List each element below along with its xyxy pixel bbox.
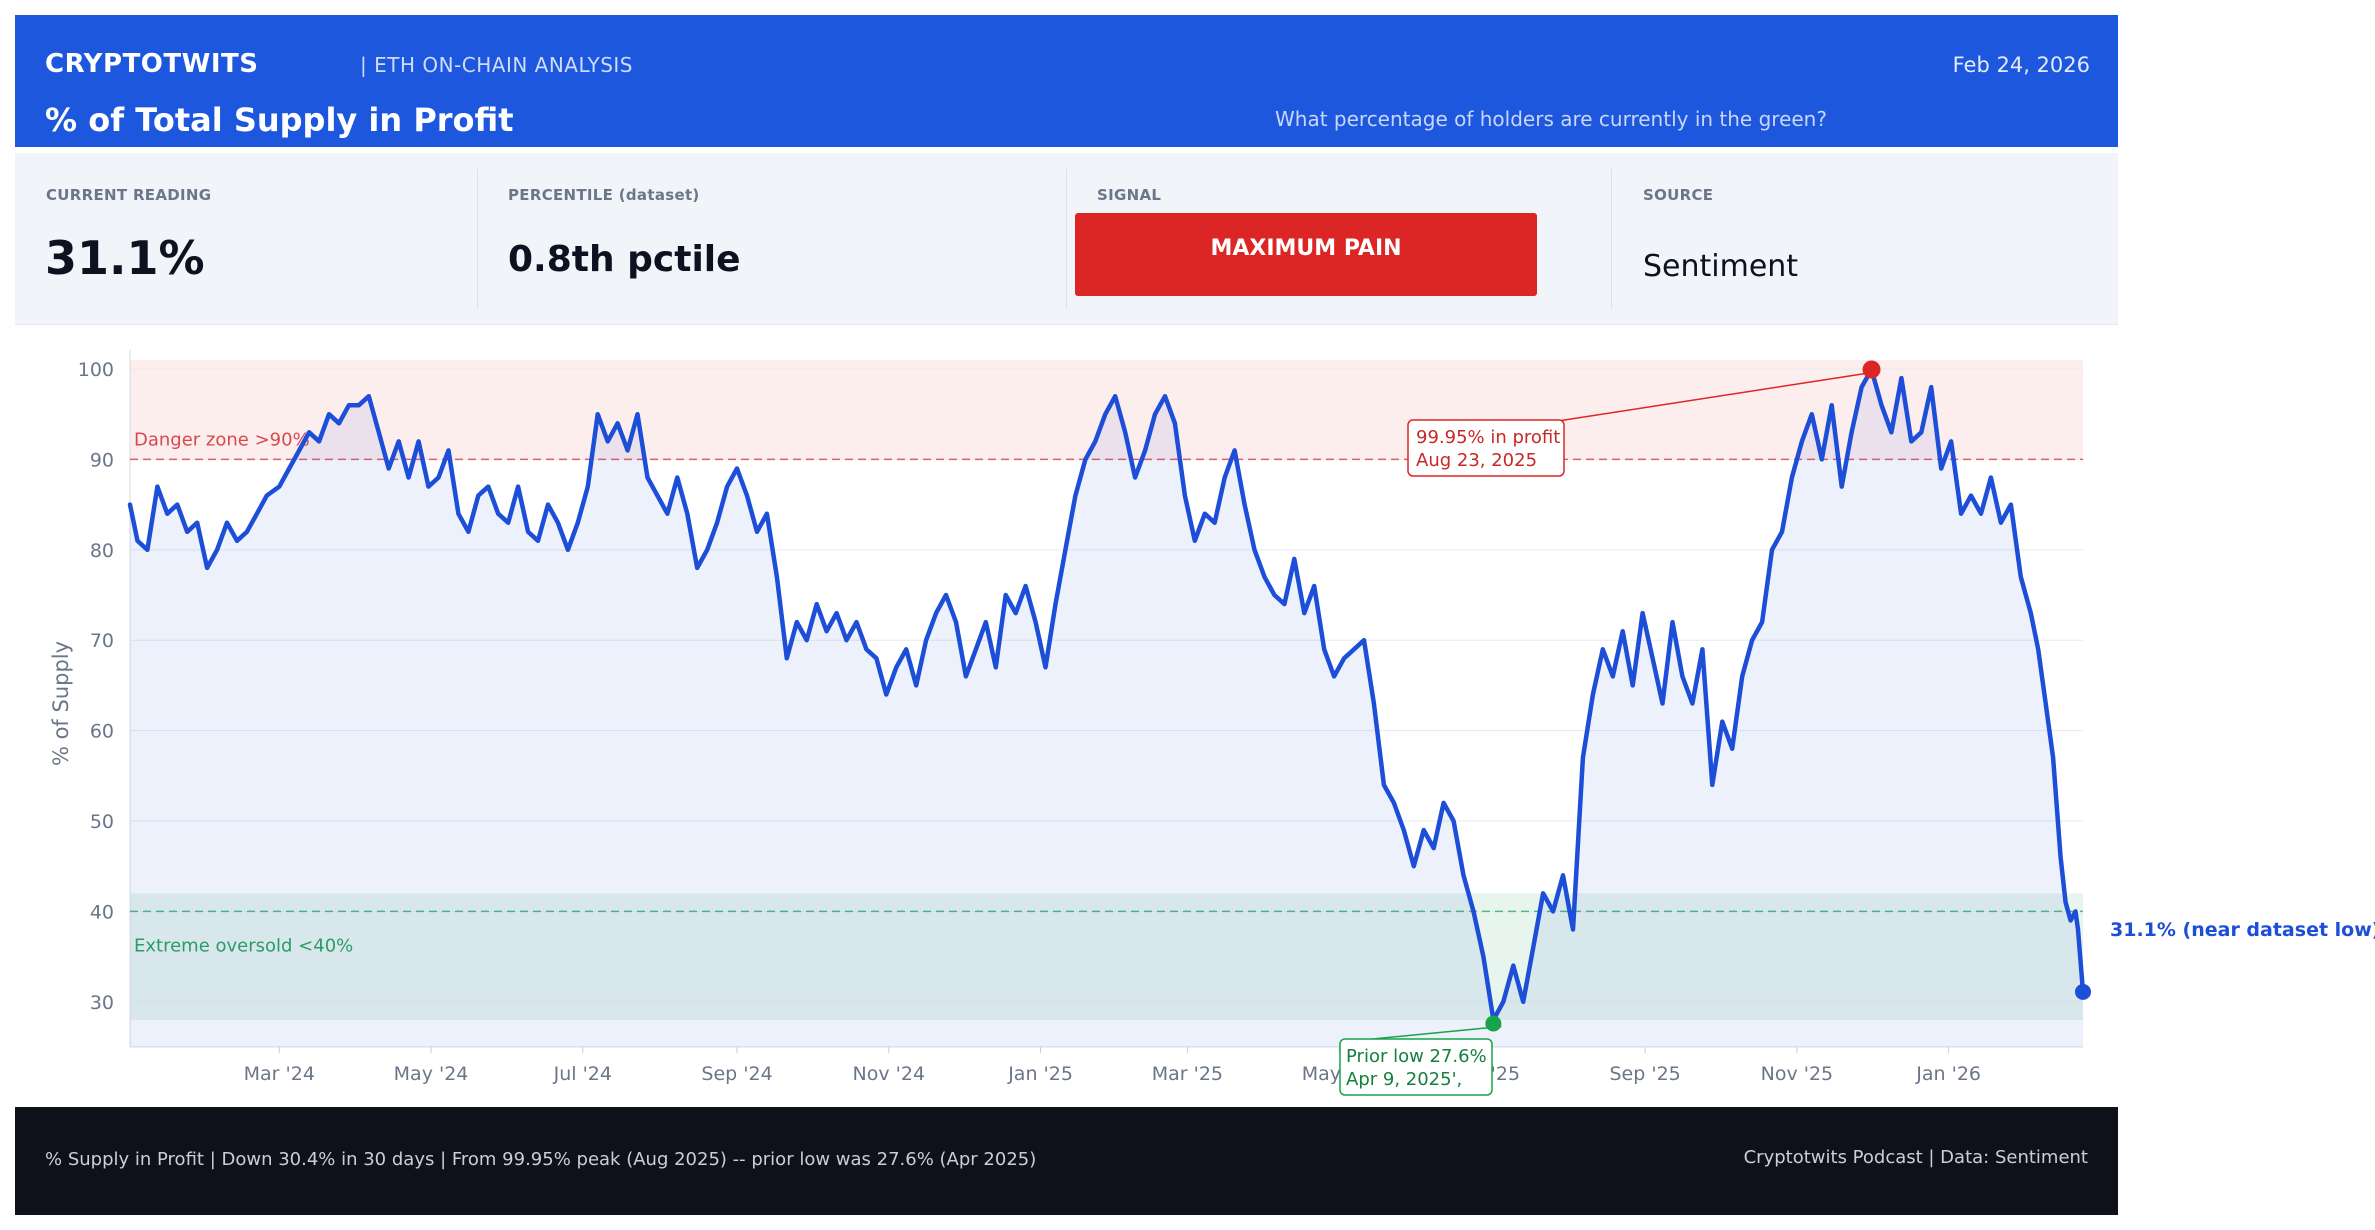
low-callout-line1: Prior low 27.6% — [1346, 1046, 1487, 1067]
header-subtitle: | ETH ON-CHAIN ANALYSIS — [360, 53, 633, 77]
percentile-label: PERCENTILE (dataset) — [508, 186, 700, 204]
oversold-zone-label: Extreme oversold <40% — [134, 935, 353, 956]
header-question: What percentage of holders are currently… — [1275, 107, 1827, 131]
current-value-label: 31.1% (near dataset low) — [2110, 919, 2375, 941]
x-tick-label: Jan '26 — [1915, 1063, 1981, 1085]
series-line — [127, 367, 2086, 1023]
stat-divider — [1611, 169, 1612, 309]
peak-callout-line2: Aug 23, 2025 — [1416, 450, 1537, 471]
peak-callout-line1: 99.95% in profit — [1416, 427, 1560, 448]
y-tick-label: 40 — [90, 901, 114, 923]
y-tick-label: 30 — [90, 992, 114, 1014]
footer-credits: Cryptotwits Podcast | Data: Sentiment — [1743, 1147, 2088, 1168]
y-tick-label: 80 — [90, 540, 114, 562]
percentile-value: 0.8th pctile — [508, 239, 741, 280]
x-tick-label: Mar '24 — [244, 1063, 315, 1085]
header-date: Feb 24, 2026 — [1952, 53, 2090, 77]
signal-label: SIGNAL — [1097, 186, 1162, 204]
y-tick-label: 100 — [78, 359, 114, 381]
x-tick-label: Sep '25 — [1610, 1063, 1681, 1085]
current-marker — [2075, 983, 2091, 1000]
y-tick-label: 70 — [90, 630, 114, 652]
header-banner: CRYPTOTWITS | ETH ON-CHAIN ANALYSIS Feb … — [15, 15, 2118, 147]
oversold-zone-band — [130, 893, 2083, 1020]
peak-callout-box — [1407, 419, 1565, 477]
peak-connector — [1544, 372, 1866, 424]
x-tick-label: Jan '25 — [1007, 1063, 1073, 1085]
low-marker — [1485, 1015, 1502, 1032]
low-callout-line2: Apr 9, 2025', — [1346, 1069, 1462, 1090]
y-axis-label: % of Supply — [49, 641, 73, 766]
source-label: SOURCE — [1643, 186, 1714, 204]
footer-summary: % Supply in Profit | Down 30.4% in 30 da… — [45, 1149, 1037, 1170]
series-area — [130, 369, 2083, 1047]
y-tick-label: 60 — [90, 721, 114, 743]
danger-zone-label: Danger zone >90% — [134, 429, 310, 450]
x-tick-label: Mar '25 — [1152, 1063, 1223, 1085]
footer-bar: % Supply in Profit | Down 30.4% in 30 da… — [15, 1107, 2118, 1215]
page-title: % of Total Supply in Profit — [45, 101, 514, 139]
stats-panel: CURRENT READING 31.1% PERCENTILE (datase… — [15, 153, 2118, 325]
y-tick-label: 50 — [90, 811, 114, 833]
y-tick-label: 90 — [90, 449, 114, 471]
x-tick-label: Jul '24 — [553, 1063, 612, 1085]
stat-divider — [477, 169, 478, 309]
signal-badge: MAXIMUM PAIN — [1075, 213, 1537, 296]
peak-marker — [1862, 360, 1881, 379]
supply-profit-chart: 30 40 50 60 70 80 90 100 Danger zone >90% Extreme… — [49, 350, 2375, 1096]
current-reading-value: 31.1% — [45, 231, 205, 285]
x-tick-label: Nov '25 — [1761, 1063, 1834, 1085]
x-tick-label: May '24 — [394, 1063, 469, 1085]
x-tick-label: Sep '24 — [701, 1063, 772, 1085]
x-tick-label: Nov '24 — [853, 1063, 926, 1085]
source-value: Sentiment — [1643, 249, 1799, 284]
low-callout-box — [1339, 1038, 1493, 1096]
brand-name: CRYPTOTWITS — [45, 49, 259, 79]
current-reading-label: CURRENT READING — [46, 186, 212, 204]
stat-divider — [1066, 169, 1067, 309]
